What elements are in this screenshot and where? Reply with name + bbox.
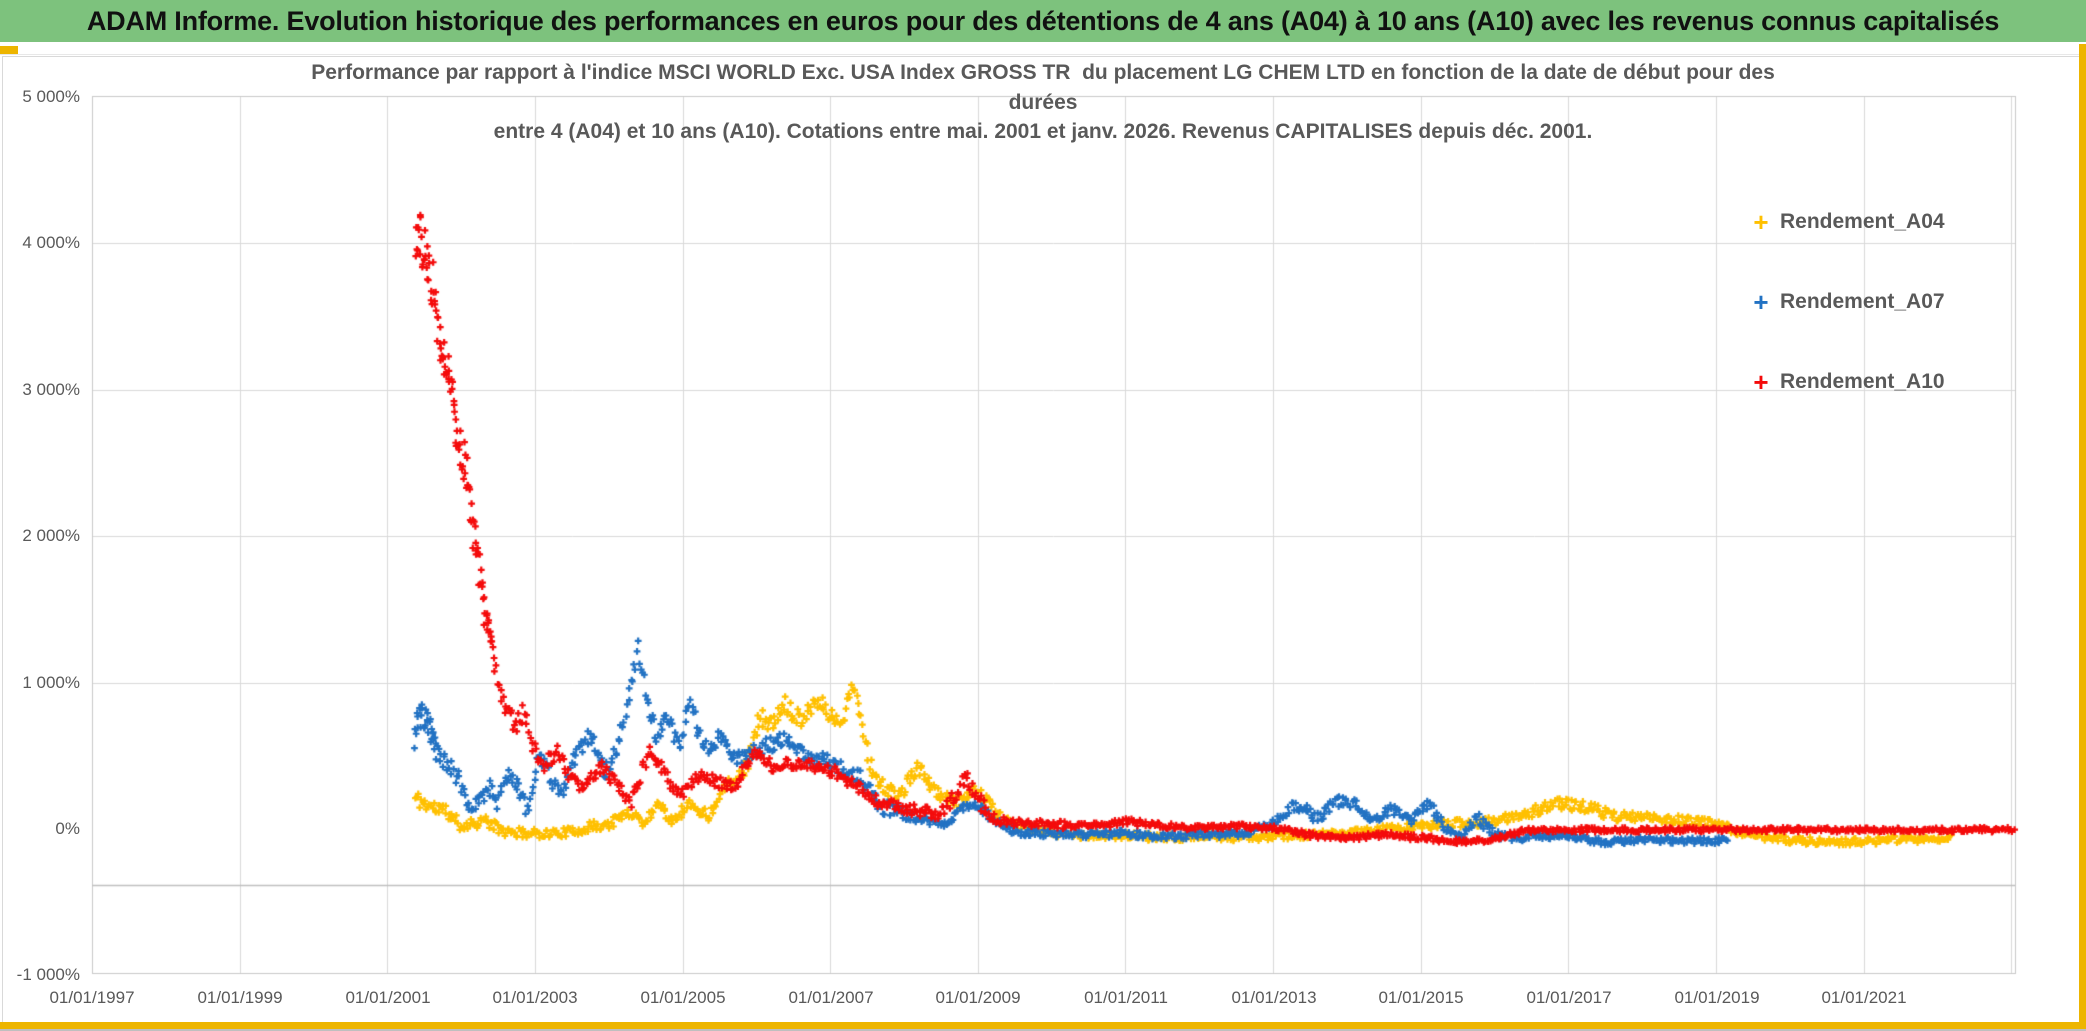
y-axis-label-2000: 2 000% [22, 526, 80, 545]
x-axis-label-2011: 01/01/2011 [1084, 988, 1168, 1007]
y-axis-label-4000: 4 000% [22, 233, 80, 252]
x-axis-label-2013: 01/01/2013 [1231, 988, 1317, 1007]
chart-title-line-3: entre 4 (A04) et 10 ans (A10). Cotations… [493, 120, 1593, 143]
y-axis-label-3000: 3 000% [22, 380, 80, 399]
x-axis-label-1999: 01/01/1999 [197, 988, 283, 1007]
x-axis-label-2001: 01/01/2001 [345, 988, 431, 1007]
bottom-gray-line [0, 1029, 2086, 1031]
gold-accent-left [0, 46, 18, 54]
legend-label: Rendement_A07 [1780, 290, 1945, 313]
x-axis-label-2005: 01/01/2005 [640, 988, 726, 1007]
legend-entry-rendement-a07[interactable]: + Rendement_A07 [1746, 284, 1945, 320]
gold-accent-bottom [0, 1022, 2086, 1029]
y-axis-label-5000: 5 000% [22, 87, 80, 106]
x-axis-label-2003: 01/01/2003 [492, 988, 578, 1007]
legend-label: Rendement_A04 [1780, 210, 1945, 233]
y-axis-label-neg1000: -1 000% [16, 965, 80, 984]
x-axis-label-2015: 01/01/2015 [1378, 988, 1464, 1007]
gold-accent-right [2079, 44, 2086, 1028]
y-axis-label-1000: 1 000% [22, 673, 80, 692]
x-axis-label-2019: 01/01/2019 [1674, 988, 1760, 1007]
y-axis-label-0: 0% [55, 819, 80, 838]
plus-marker-icon: + [1753, 287, 1769, 317]
legend-entry-rendement-a10[interactable]: + Rendement_A10 [1746, 364, 1945, 400]
chart-title-line-2: durées [1008, 91, 1078, 114]
x-axis-label-2009: 01/01/2009 [935, 988, 1021, 1007]
plus-marker-icon: + [1753, 367, 1769, 397]
x-axis-label-2021: 01/01/2021 [1821, 988, 1907, 1007]
chart-title-line-1: Performance par rapport à l'indice MSCI … [311, 61, 1775, 84]
legend-entry-rendement-a04[interactable]: + Rendement_A04 [1746, 204, 1945, 240]
x-axis-label-1997: 01/01/1997 [49, 988, 135, 1007]
plus-marker-icon: + [1753, 207, 1769, 237]
legend-label: Rendement_A10 [1780, 370, 1945, 393]
x-axis-label-2017: 01/01/2017 [1526, 988, 1612, 1007]
x-axis-label-2007: 01/01/2007 [788, 988, 874, 1007]
